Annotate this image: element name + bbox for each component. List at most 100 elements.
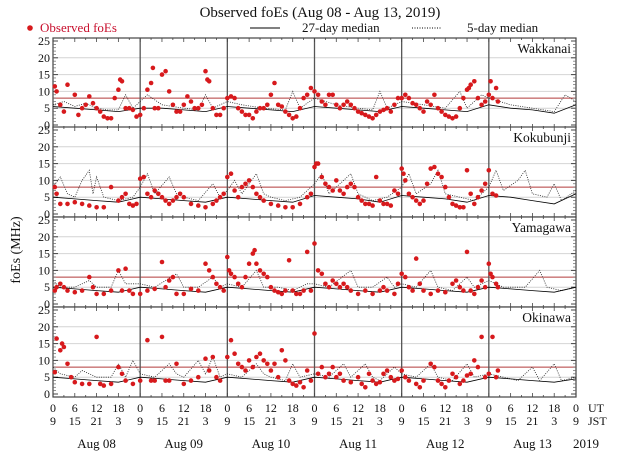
- x-tick-label-ut: 18: [461, 401, 473, 415]
- observed-point: [413, 102, 419, 108]
- observed-point: [221, 105, 226, 111]
- observed-point: [235, 281, 241, 287]
- observed-point: [188, 201, 194, 207]
- station-label: Kokubunji: [513, 130, 571, 145]
- observed-point: [421, 378, 426, 383]
- observed-point: [279, 348, 285, 353]
- observed-point: [406, 284, 412, 290]
- chart-title: Observed foEs (Aug 08 - Aug 13, 2019): [200, 5, 441, 21]
- x-tick-label-ut: 0: [312, 401, 318, 415]
- observed-point: [130, 203, 136, 208]
- y-tick-label: 20: [38, 51, 50, 65]
- median-27day-line: [52, 286, 577, 293]
- observed-point: [432, 164, 437, 170]
- observed-point: [217, 378, 223, 383]
- observed-point: [148, 194, 154, 200]
- observed-point: [54, 284, 59, 290]
- observed-point: [228, 271, 234, 277]
- observed-point: [326, 92, 332, 98]
- y-tick-label: 0: [44, 297, 50, 311]
- observed-point: [257, 268, 263, 273]
- median-5day-line: [52, 269, 577, 292]
- observed-point: [246, 358, 252, 363]
- observed-point: [68, 374, 74, 380]
- observed-point: [377, 109, 383, 114]
- x-tick-label-jst: 21: [526, 414, 538, 428]
- observed-point: [319, 99, 325, 104]
- observed-point: [413, 381, 419, 387]
- observed-point: [116, 364, 121, 370]
- observed-point: [399, 271, 405, 277]
- observed-point: [246, 178, 252, 183]
- observed-point: [461, 288, 466, 293]
- y-tick-label: 10: [38, 84, 50, 98]
- observed-point: [137, 176, 143, 181]
- observed-point: [435, 105, 441, 111]
- observed-point: [87, 94, 92, 99]
- observed-point: [384, 105, 390, 111]
- observed-point: [137, 112, 143, 118]
- observed-point: [450, 116, 455, 121]
- observed-point: [272, 361, 277, 367]
- observed-point: [417, 281, 423, 287]
- observed-point: [490, 95, 495, 101]
- observed-point: [344, 99, 350, 104]
- observed-point: [468, 191, 474, 197]
- observed-point: [446, 114, 452, 119]
- observed-point: [79, 105, 85, 111]
- observed-point: [366, 201, 372, 207]
- observed-point: [97, 109, 103, 114]
- observed-point: [250, 251, 256, 256]
- observed-point: [439, 174, 444, 180]
- observed-point: [301, 95, 306, 101]
- y-tick-label: 25: [38, 123, 50, 137]
- observed-point: [166, 278, 172, 283]
- observed-point: [421, 109, 426, 114]
- observed-point: [432, 364, 437, 370]
- y-tick-label: 20: [38, 320, 50, 334]
- x-tick-label-ut: 12: [178, 401, 190, 415]
- observed-point: [472, 79, 477, 84]
- observed-point: [290, 116, 296, 121]
- observed-point: [246, 112, 252, 118]
- observed-point: [330, 188, 336, 193]
- observed-point: [156, 191, 161, 197]
- observed-point: [326, 184, 332, 190]
- observed-point: [272, 80, 277, 86]
- observed-point: [112, 95, 117, 101]
- y-tick-label: 5: [44, 280, 50, 294]
- observed-point: [493, 193, 499, 198]
- observed-point: [58, 201, 63, 207]
- observed-point: [486, 371, 492, 377]
- observed-point: [145, 87, 150, 92]
- observed-point: [65, 201, 70, 207]
- observed-point: [61, 344, 67, 350]
- x-tick-label-ut: 0: [399, 401, 405, 415]
- observed-point: [453, 114, 459, 119]
- observed-point: [52, 84, 58, 89]
- observed-point: [421, 288, 426, 293]
- observed-point: [312, 241, 317, 246]
- observed-point: [413, 256, 419, 261]
- observed-point: [163, 68, 168, 74]
- observed-point: [174, 109, 179, 114]
- x-tick-label-jst: 9: [399, 414, 405, 428]
- x-tick-label-jst: 9: [224, 414, 230, 428]
- observed-point: [243, 368, 248, 373]
- x-axis: 0961512211830961512211830961512211830961…: [50, 401, 607, 451]
- x-tick-label-jst: 15: [330, 414, 342, 428]
- observed-point: [424, 181, 430, 187]
- x-tick-label-jst: 15: [156, 414, 168, 428]
- observed-point: [177, 191, 183, 197]
- observed-point: [163, 378, 168, 383]
- observed-point: [177, 109, 183, 114]
- observed-point: [286, 112, 292, 118]
- observed-point: [482, 374, 488, 380]
- observed-point: [428, 166, 434, 171]
- x-tick-label-ut: 6: [333, 401, 339, 415]
- observed-point: [210, 201, 216, 207]
- observed-point: [359, 110, 365, 116]
- observed-point: [486, 261, 492, 267]
- y-tick-label: 5: [44, 370, 50, 384]
- observed-point: [166, 89, 172, 94]
